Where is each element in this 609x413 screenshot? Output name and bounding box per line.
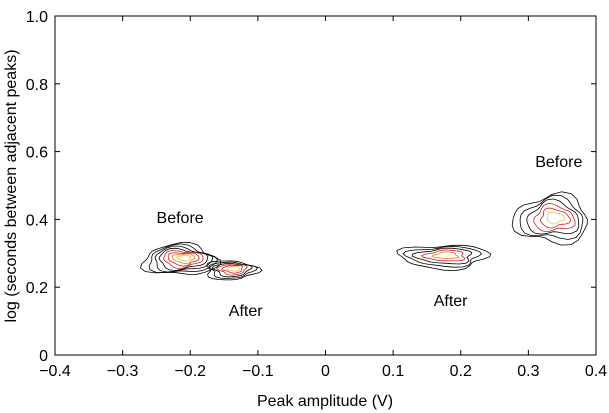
- contour-line-neg-before: [139, 242, 222, 275]
- contour-line-pos-before: [511, 191, 588, 246]
- contour-line-neg-before: [148, 243, 218, 274]
- contour-line-pos-after: [396, 244, 492, 272]
- contour-line-neg-after: [226, 265, 240, 272]
- annotation-before: Before: [157, 210, 204, 227]
- contour-line-neg-before: [176, 254, 192, 262]
- contour-line-pos-before: [533, 202, 576, 232]
- contour-line-neg-after: [206, 260, 263, 281]
- contour-line-neg-after: [216, 264, 248, 276]
- contour-line-neg-before: [167, 252, 200, 267]
- contour-line-pos-before: [539, 207, 572, 229]
- contour-line-neg-after: [208, 261, 258, 279]
- x-tick-label: −0.4: [39, 363, 71, 380]
- contour-line-neg-before: [158, 247, 209, 271]
- contour-line-neg-after: [221, 265, 243, 274]
- x-tick-label: 0: [321, 363, 330, 380]
- contour-line-pos-after: [402, 245, 482, 268]
- contour-line-pos-after: [411, 247, 473, 265]
- annotation-layer: Before After After Before: [157, 154, 583, 320]
- x-tick-label: 0.3: [517, 363, 539, 380]
- contour-line-pos-before: [546, 211, 566, 225]
- annotation-after: After: [229, 303, 263, 320]
- y-tick-label: 1.0: [26, 9, 48, 26]
- axis-ticks: −0.4 −0.3 −0.2 −0.1 0 0.1 0.2 0.3 0.4 0 0.2 0.4 0.6 0…: [26, 9, 607, 380]
- y-tick-label: 0.4: [26, 212, 48, 229]
- annotation-after: After: [434, 293, 468, 310]
- contour-line-pos-after: [431, 251, 460, 259]
- x-tick-label: 0.2: [450, 363, 472, 380]
- contour-line-pos-before: [519, 194, 584, 240]
- x-axis-title: Peak amplitude (V): [257, 393, 393, 410]
- contour-line-neg-before: [171, 253, 196, 265]
- y-tick-label: 0.6: [26, 145, 48, 162]
- contour-line-pos-after: [420, 249, 466, 262]
- annotation-before: Before: [535, 154, 582, 171]
- y-axis-title: log (seconds between adjacent peaks): [3, 49, 20, 322]
- contour-line-neg-before: [154, 245, 213, 273]
- x-tick-label: −0.3: [107, 363, 139, 380]
- x-tick-label: −0.2: [174, 363, 206, 380]
- y-tick-label: 0.2: [26, 280, 48, 297]
- x-tick-label: 0.1: [382, 363, 404, 380]
- x-tick-label: −0.1: [242, 363, 274, 380]
- contour-line-pos-before: [526, 198, 580, 235]
- y-tick-label: 0.8: [26, 77, 48, 94]
- plot-frame: [54, 15, 597, 356]
- contour-line-neg-before: [163, 250, 204, 269]
- contour-layer: [139, 191, 588, 281]
- y-tick-label: 0: [39, 348, 48, 365]
- x-tick-label: 0.4: [585, 363, 607, 380]
